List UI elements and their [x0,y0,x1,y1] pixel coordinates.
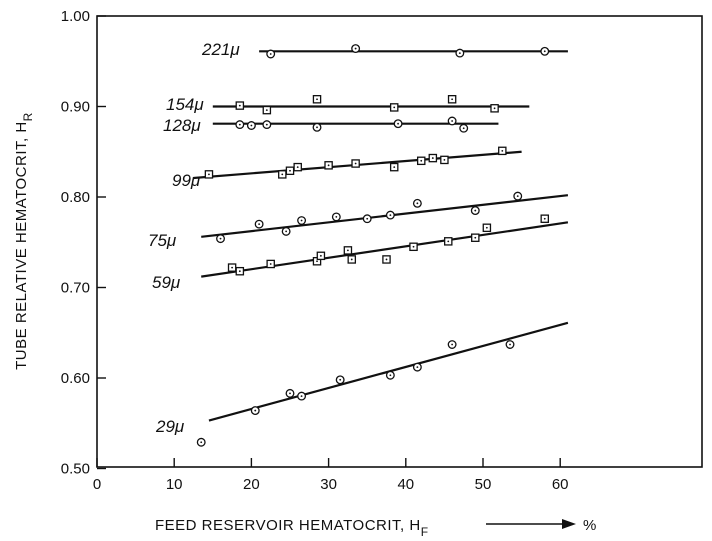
data-point-center [339,378,342,381]
y-tick-label: 0.90 [61,99,90,116]
y-tick-label: 0.60 [61,370,90,387]
data-point-center [485,226,488,229]
data-point-center [431,157,434,159]
plot-frame [96,15,703,468]
data-point-center [493,107,496,110]
y-tick-label: 0.50 [61,461,90,478]
data-point-center [347,249,349,252]
y-axis-title-main: TUBE RELATIVE HEMATOCRIT, H [13,121,30,370]
data-point-center [393,106,396,109]
series-label-29: 29μ [155,417,185,436]
fit-line-75 [201,194,569,238]
data-point-center [316,260,318,263]
y-tick-label: 0.70 [61,280,90,297]
data-point-center [254,409,257,412]
data-point-center [389,214,392,217]
y-tick-label: 0.80 [61,189,90,206]
data-point-center [200,441,203,444]
x-tick-label: 30 [320,476,337,493]
x-tick-label: 0 [93,476,101,493]
data-point-center [389,374,392,377]
data-point-center [366,217,369,220]
data-point-center [451,98,454,101]
data-markers [196,44,550,447]
data-point-center [300,395,303,397]
data-point-center [458,52,461,55]
y-tick-label: 1.00 [61,8,90,25]
data-point-center [474,236,477,239]
data-point-center [412,245,415,248]
series-label-221: 221μ [201,40,240,59]
data-point-center [451,343,454,346]
data-point-center [289,169,291,172]
data-point-center [238,123,241,126]
data-point-center [420,159,423,162]
fit-lines [193,50,569,422]
data-point-center [350,258,353,261]
data-point-center [393,166,396,169]
x-axis-title-main: FEED RESERVOIR HEMATOCRIT, H [155,517,421,534]
data-point-center [501,149,504,152]
data-point-center [208,173,210,176]
data-point-center [447,240,450,243]
y-axis-title: TUBE RELATIVE HEMATOCRIT, HR [13,112,35,370]
x-axis-title-sub: F [421,525,429,539]
data-point-center [443,158,446,161]
series-label-128: 128μ [163,116,201,135]
data-point-center [316,98,318,101]
data-point-center [316,126,318,129]
x-tick-label: 60 [552,476,569,493]
data-point-center [335,216,338,218]
data-point-center [462,127,465,130]
x-tick-label: 40 [397,476,414,493]
data-point-center [219,237,222,240]
data-point-center [474,209,477,212]
axis-ticks: 0 10 20 30 40 50 60 0.50 0.60 0.70 0.80 0.90 1.00 [61,8,569,493]
data-point-center [516,195,519,197]
fit-line-59 [201,221,569,278]
data-point-center [238,104,241,107]
y-axis-title-sub: R [21,112,35,121]
data-point-center [238,270,241,273]
x-axis-arrowhead [562,519,576,529]
data-point-center [285,230,288,233]
data-point-center [319,254,322,257]
data-point-center [327,164,330,167]
data-point-center [281,173,284,176]
svg-text:FEED RESERVOIR HEMATOCRIT, HF: FEED RESERVOIR HEMATOCRIT, HF [155,517,429,539]
data-point-center [250,124,253,127]
series-label-59: 59μ [152,273,181,292]
data-point-center [385,258,388,261]
data-point-center [296,166,299,169]
data-point-center [416,366,419,369]
x-axis-unit: % [583,517,597,534]
data-point-center [354,47,357,50]
data-point-center [354,162,357,165]
data-point-center [451,120,454,122]
data-point-center [416,202,419,205]
data-point-center [265,123,268,126]
series-label-154: 154μ [166,95,204,114]
series-label-99: 99μ [172,171,201,190]
data-point-center [543,50,546,53]
x-tick-label: 10 [166,476,183,493]
data-point-center [269,53,272,55]
data-point-center [397,122,399,125]
data-point-center [289,392,291,395]
data-point-center [265,109,268,112]
data-point-center [509,343,511,346]
data-point-center [300,219,303,222]
data-point-center [543,217,546,220]
x-tick-label: 50 [475,476,492,493]
series-label-75: 75μ [148,231,177,250]
data-point-center [231,266,234,269]
data-point-center [258,223,261,226]
x-axis-title: FEED RESERVOIR HEMATOCRIT, HF % [155,517,597,539]
series-labels: 221μ 154μ 128μ 99μ 75μ 59μ 29μ [148,40,240,436]
data-point-center [269,263,272,265]
x-tick-label: 20 [243,476,260,493]
